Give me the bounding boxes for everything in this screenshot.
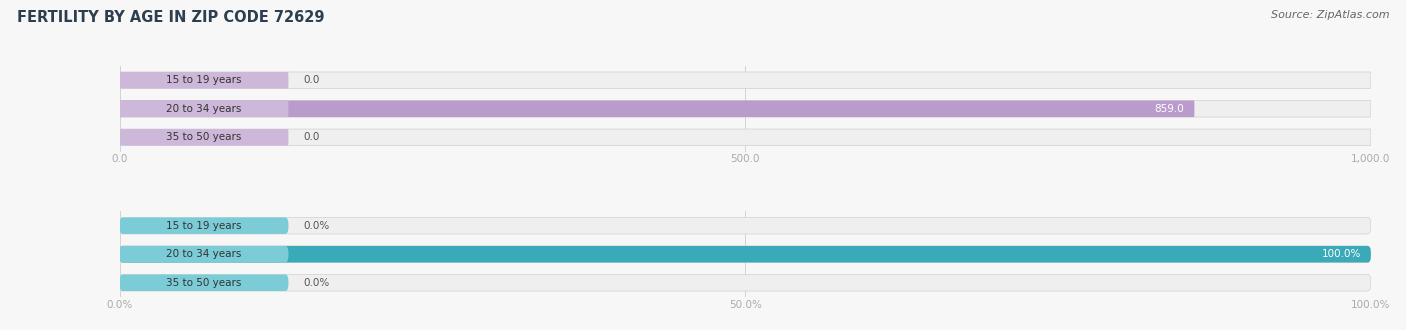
- FancyBboxPatch shape: [120, 275, 288, 291]
- FancyBboxPatch shape: [120, 246, 1371, 262]
- FancyBboxPatch shape: [120, 217, 1371, 234]
- FancyBboxPatch shape: [120, 72, 1371, 88]
- FancyBboxPatch shape: [120, 275, 1371, 291]
- Text: 35 to 50 years: 35 to 50 years: [166, 278, 242, 288]
- FancyBboxPatch shape: [120, 101, 288, 117]
- Text: 0.0: 0.0: [304, 132, 319, 142]
- Text: FERTILITY BY AGE IN ZIP CODE 72629: FERTILITY BY AGE IN ZIP CODE 72629: [17, 10, 325, 25]
- Text: 20 to 34 years: 20 to 34 years: [166, 249, 242, 259]
- FancyBboxPatch shape: [120, 129, 288, 146]
- Text: 0.0%: 0.0%: [304, 221, 329, 231]
- FancyBboxPatch shape: [120, 217, 288, 234]
- Text: 15 to 19 years: 15 to 19 years: [166, 75, 242, 85]
- Text: 859.0: 859.0: [1154, 104, 1184, 114]
- Text: 35 to 50 years: 35 to 50 years: [166, 132, 242, 142]
- Text: 15 to 19 years: 15 to 19 years: [166, 221, 242, 231]
- FancyBboxPatch shape: [120, 101, 1371, 117]
- FancyBboxPatch shape: [120, 72, 288, 88]
- Text: 0.0: 0.0: [304, 75, 319, 85]
- FancyBboxPatch shape: [120, 129, 1371, 146]
- Text: 100.0%: 100.0%: [1322, 249, 1361, 259]
- FancyBboxPatch shape: [120, 101, 1195, 117]
- Text: Source: ZipAtlas.com: Source: ZipAtlas.com: [1271, 10, 1389, 20]
- Text: 20 to 34 years: 20 to 34 years: [166, 104, 242, 114]
- FancyBboxPatch shape: [120, 246, 288, 262]
- FancyBboxPatch shape: [120, 246, 1371, 262]
- Text: 0.0%: 0.0%: [304, 278, 329, 288]
